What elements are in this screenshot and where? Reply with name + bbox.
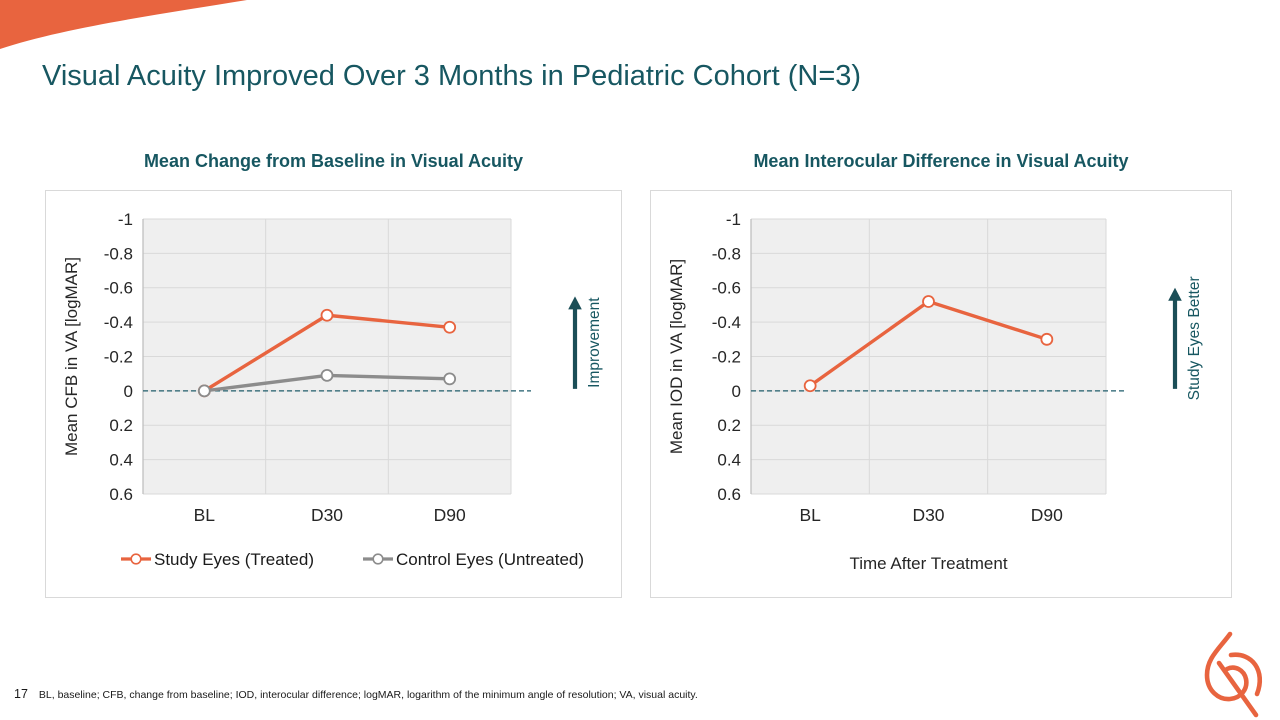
- svg-text:-0.4: -0.4: [712, 313, 741, 332]
- svg-text:-0.4: -0.4: [104, 313, 133, 332]
- svg-text:0: 0: [732, 382, 741, 401]
- svg-text:D90: D90: [434, 505, 466, 525]
- svg-text:-0.2: -0.2: [712, 347, 741, 366]
- svg-text:-0.8: -0.8: [712, 244, 741, 263]
- svg-text:-0.8: -0.8: [104, 244, 133, 263]
- svg-text:D90: D90: [1031, 505, 1063, 525]
- iod-chart-card: -1 -0.8 -0.6 -0.4 -0.2 0 0.2 0.4 0.6 BL D30 D90 Stud…: [650, 190, 1232, 598]
- svg-text:-0.6: -0.6: [712, 279, 741, 298]
- svg-text:0.4: 0.4: [109, 451, 133, 470]
- svg-text:Control Eyes (Untreated): Control Eyes (Untreated): [396, 550, 584, 569]
- slide-title: Visual Acuity Improved Over 3 Months in …: [42, 60, 862, 92]
- iod-line-chart: -1 -0.8 -0.6 -0.4 -0.2 0 0.2 0.4 0.6 BL D30 D90 Stud…: [667, 210, 1203, 573]
- svg-text:D30: D30: [912, 505, 944, 525]
- svg-text:Improvement: Improvement: [586, 297, 603, 388]
- svg-text:0.2: 0.2: [109, 416, 133, 435]
- cfb-chart-card: -1 -0.8 -0.6 -0.4 -0.2 0 0.2 0.4 0.6 BL D30 D90 Impr…: [45, 190, 622, 598]
- chart-left-title: Mean Change from Baseline in Visual Acui…: [143, 151, 524, 171]
- svg-text:Mean IOD in VA [logMAR]: Mean IOD in VA [logMAR]: [667, 259, 686, 454]
- svg-text:0.6: 0.6: [717, 485, 741, 504]
- cfb-line-chart: -1 -0.8 -0.6 -0.4 -0.2 0 0.2 0.4 0.6 BL D30 D90 Impr…: [62, 210, 603, 569]
- svg-text:Study Eyes Better: Study Eyes Better: [1186, 276, 1203, 400]
- svg-text:Time After Treatment: Time After Treatment: [849, 554, 1007, 573]
- svg-text:-1: -1: [118, 210, 133, 229]
- svg-text:0.2: 0.2: [717, 416, 741, 435]
- svg-text:Mean CFB in VA [logMAR]: Mean CFB in VA [logMAR]: [62, 257, 81, 456]
- svg-text:0: 0: [124, 382, 133, 401]
- svg-text:-0.2: -0.2: [104, 347, 133, 366]
- page-number: 17: [14, 687, 28, 701]
- svg-text:D30: D30: [311, 505, 343, 525]
- svg-text:BL: BL: [194, 505, 216, 525]
- chart-right-title: Mean Interocular Difference in Visual Ac…: [753, 151, 1129, 171]
- svg-text:0.6: 0.6: [109, 485, 133, 504]
- slide-footer: 17 BL, baseline; CFB, change from baseli…: [14, 687, 698, 701]
- corner-swoosh-decoration: [0, 0, 247, 49]
- footnote-abbreviations: BL, baseline; CFB, change from baseline;…: [38, 689, 698, 701]
- brand-logo: [1204, 631, 1263, 718]
- svg-text:0.4: 0.4: [717, 451, 741, 470]
- svg-text:BL: BL: [799, 505, 821, 525]
- svg-text:Study Eyes (Treated): Study Eyes (Treated): [154, 550, 314, 569]
- svg-text:-1: -1: [726, 210, 741, 229]
- svg-text:-0.6: -0.6: [104, 279, 133, 298]
